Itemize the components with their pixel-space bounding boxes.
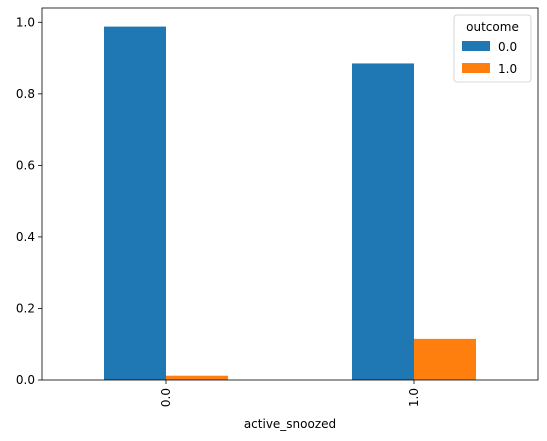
y-tick-label: 1.0	[16, 15, 35, 29]
y-tick-label: 0.4	[16, 230, 35, 244]
bar-series-0-cat-1	[352, 63, 414, 380]
bar-series-1-cat-1	[414, 338, 476, 380]
x-axis: 0.0 1.0	[159, 380, 421, 407]
y-tick-label: 0.0	[16, 373, 35, 387]
legend-entry-0: 0.0	[498, 40, 517, 54]
y-tick-label: 0.2	[16, 301, 35, 315]
legend-entry-1: 1.0	[498, 62, 517, 76]
legend: outcome 0.0 1.0	[453, 14, 532, 83]
y-axis: 0.0 0.2 0.4 0.6 0.8 1.0	[16, 15, 42, 387]
x-axis-label: active_snoozed	[244, 417, 336, 431]
x-tick-label: 1.0	[407, 388, 421, 407]
y-tick-label: 0.6	[16, 158, 35, 172]
legend-swatch-0	[462, 41, 490, 51]
plot-frame	[41, 7, 539, 381]
legend-title: outcome	[466, 20, 519, 34]
bar-series-1-cat-0	[166, 375, 228, 380]
x-tick-label: 0.0	[159, 388, 173, 407]
legend-swatch-1	[462, 63, 490, 73]
bar-series-0-cat-0	[104, 26, 166, 380]
y-tick-label: 0.8	[16, 87, 35, 101]
bars-group	[104, 26, 476, 380]
